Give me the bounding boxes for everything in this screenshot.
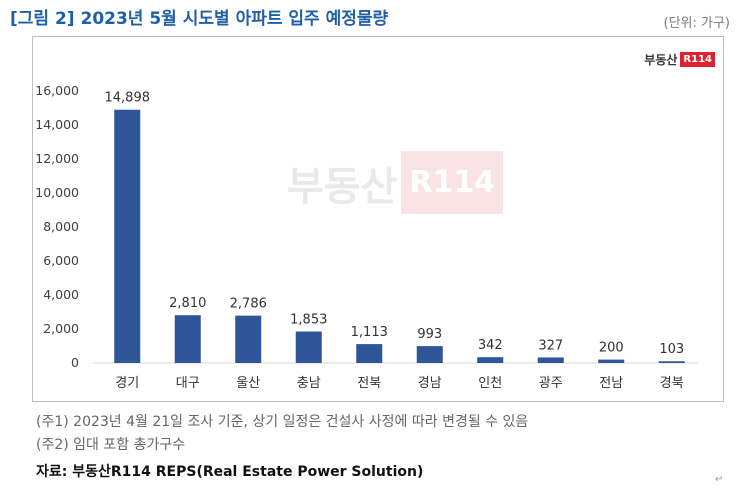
source-line: 자료: 부동산R114 REPS(Real Estate Power Solut… [36,464,424,480]
y-tick-label: 14,000 [35,117,79,132]
x-category-label: 경기 [115,376,139,391]
x-category-label: 대구 [176,376,200,391]
logo-badge: R114 [680,52,715,67]
chart-area: 부동산 R114 0 2,000 4,000 6,000 8,000 10,000 12,0… [32,36,724,402]
paragraph-mark-icon: ↵ [715,474,724,485]
bar-value-label: 1,853 [290,312,327,327]
footnote-2: (주2) 임대 포함 총가구수 [36,437,186,453]
unit-label: (단위: 가구) [663,16,731,31]
y-tick-label: 16,000 [35,83,79,98]
bar-value-label: 14,898 [105,91,151,106]
bar-value-label: 200 [599,341,624,356]
bar [537,357,564,363]
y-tick-label: 8,000 [43,219,79,234]
y-tick-label: 12,000 [35,151,79,166]
brand-logo: 부동산 R114 [644,51,715,68]
x-category-label: 경남 [418,376,442,391]
bar [174,315,201,363]
bar-value-label: 993 [417,327,442,342]
bar [114,109,141,363]
y-tick-label: 0 [71,355,79,370]
chart-title: [그림 2] 2023년 5월 시도별 아파트 입주 예정물량 [10,9,389,29]
x-category-label: 전남 [599,376,623,391]
footnote-1: (주1) 2023년 4월 21일 조사 기준, 상기 일정은 건설사 사정에 … [36,414,529,430]
logo-text: 부동산 [644,53,678,67]
bar [295,331,322,363]
x-category-label: 인천 [478,376,502,391]
x-category-label: 충남 [297,376,321,391]
bar [658,361,685,363]
bar [598,359,625,363]
bar [235,315,262,363]
bar-value-label: 327 [538,338,563,353]
y-tick-label: 4,000 [43,287,79,302]
bar [477,357,504,363]
bar-chart: 0 2,000 4,000 6,000 8,000 10,000 12,000 14,000 1… [35,83,698,391]
x-category-label: 울산 [236,376,260,391]
x-category-label: 경북 [660,376,684,391]
y-tick-label: 10,000 [35,185,79,200]
x-category-label: 광주 [539,376,563,391]
bar-value-label: 1,113 [351,325,388,340]
bar-value-label: 2,786 [230,297,267,312]
x-category-label: 전북 [357,376,381,391]
bar [416,346,443,363]
bar-value-label: 103 [659,342,684,357]
y-tick-label: 6,000 [43,253,79,268]
bar-value-label: 342 [478,338,503,353]
y-tick-label: 2,000 [43,321,79,336]
bar-value-label: 2,810 [169,296,206,311]
bar [356,344,383,363]
